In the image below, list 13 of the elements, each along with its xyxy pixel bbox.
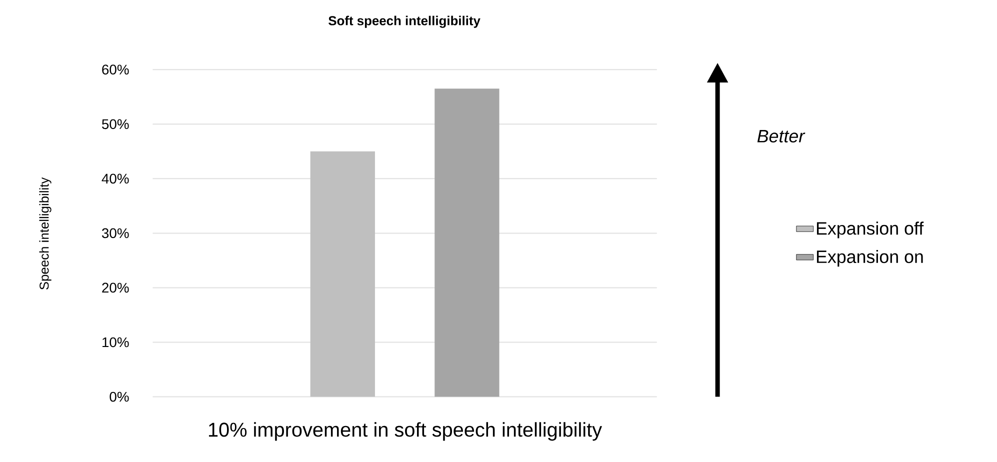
x-tick-label: 10% improvement in soft speech intelligibility	[208, 422, 602, 441]
legend-label: Expansion on	[816, 250, 923, 266]
y-tick-label: 10%	[102, 337, 129, 347]
y-tick-label: 60%	[102, 64, 129, 74]
y-tick-label: 40%	[102, 174, 129, 184]
chart-title: Soft speech intelligibility	[328, 16, 480, 28]
y-axis-title: Speech intelligibility	[39, 177, 52, 290]
legend-label: Expansion off	[816, 221, 924, 238]
y-tick-label: 50%	[102, 118, 129, 129]
y-tick-label: 0%	[110, 392, 129, 402]
y-tick-label: 20%	[102, 282, 129, 292]
text: Better	[757, 130, 806, 142]
y-tick-label: 30%	[102, 228, 129, 238]
